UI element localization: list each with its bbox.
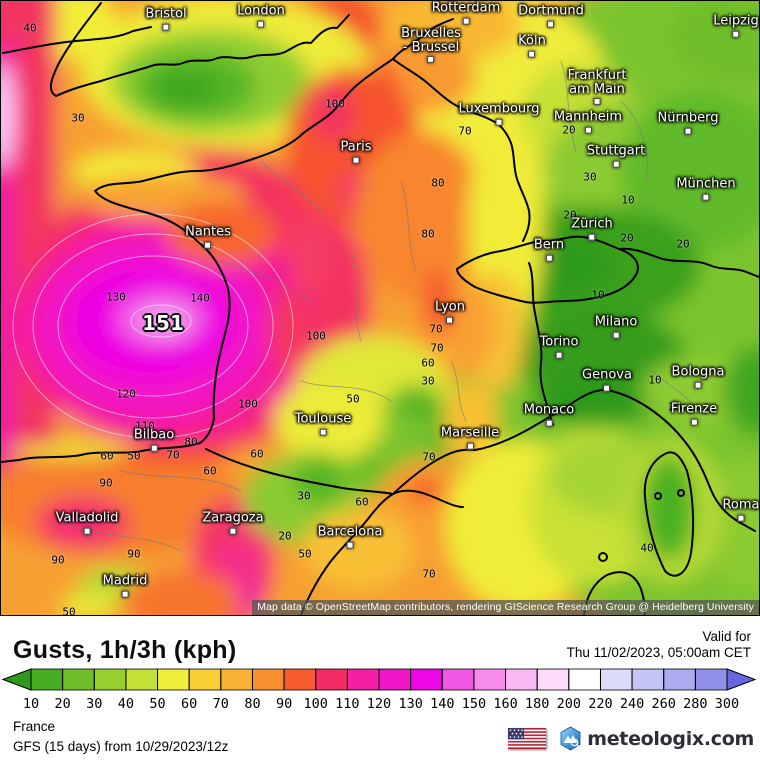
page-title: Gusts, 1h/3h (kph) (13, 636, 237, 664)
legend-tick-label: 260 (652, 696, 676, 712)
model-run-label: GFS (15 days) from 10/29/2023/12z (13, 739, 229, 754)
legend-segment (125, 668, 158, 691)
legend-segment (30, 668, 64, 691)
coastlines-borders (1, 2, 759, 615)
legend-segment (220, 668, 253, 691)
legend-tick-label: 50 (149, 696, 165, 712)
legend-tick-label: 20 (55, 696, 71, 712)
us-flag-icon (508, 728, 547, 749)
legend-tick-label: 160 (493, 696, 517, 712)
valid-for-label: Valid for (702, 629, 751, 644)
legend-segment (505, 668, 538, 691)
legend-tick-label: 110 (335, 696, 359, 712)
legend-segment (568, 668, 601, 691)
legend-tick-label: 60 (181, 696, 197, 712)
legend-arrow-left (1, 668, 32, 691)
legend-arrow-right (726, 668, 757, 691)
legend-segment (252, 668, 285, 691)
legend-segment (62, 668, 95, 691)
legend-segment (378, 668, 412, 691)
legend-segment (93, 668, 127, 691)
legend-tick-label: 10 (23, 696, 39, 712)
meteologix-logo-icon (560, 726, 581, 751)
brand-box[interactable]: meteologix.com (508, 726, 754, 751)
legend-tick-label: 140 (430, 696, 454, 712)
legend-segment (600, 668, 633, 691)
legend-tick-label: 80 (244, 696, 260, 712)
legend-tick-label: 30 (86, 696, 102, 712)
legend-segment (473, 668, 506, 691)
legend-segment (283, 668, 317, 691)
legend-segment (536, 668, 570, 691)
valid-datetime: Thu 11/02/2023, 05:00am CET (566, 645, 751, 660)
legend-tick-label: 150 (462, 696, 486, 712)
legend-segment (631, 668, 665, 691)
legend-segment (441, 668, 475, 691)
legend-segment (694, 668, 728, 691)
legend-tick-label: 70 (213, 696, 229, 712)
valid-time-box: Valid for Thu 11/02/2023, 05:00am CET (567, 629, 751, 661)
legend-tick-label: 220 (588, 696, 612, 712)
legend-tick-label: 120 (367, 696, 391, 712)
info-panel: Gusts, 1h/3h (kph) Valid for Thu 11/02/2… (0, 616, 760, 760)
legend-tick-label: 40 (118, 696, 134, 712)
gust-map: 40 30 100 70 20 80 80 30 10 20 20 20 10 10 20 40 130 140 1… (0, 0, 760, 616)
legend-tick-label: 280 (683, 696, 707, 712)
legend-segment (315, 668, 348, 691)
legend-tick-label: 200 (557, 696, 581, 712)
legend-tick-label: 300 (715, 696, 739, 712)
legend-tick-label: 90 (276, 696, 292, 712)
legend-tick-label: 240 (620, 696, 644, 712)
legend-segment (663, 668, 696, 691)
legend-colorbar: 10 20 30 40 50 60 70 80 90 100 110 120 130 140 150 160 1… (0, 666, 760, 714)
model-info: France GFS (15 days) from 10/29/2023/12z (13, 719, 228, 759)
brand-name: meteologix.com (587, 727, 754, 750)
legend-tick-label: 100 (304, 696, 328, 712)
legend-tick-label: 130 (398, 696, 422, 712)
legend-segment (346, 668, 380, 691)
legend-segment (157, 668, 190, 691)
legend-segment (188, 668, 222, 691)
legend-segment (410, 668, 443, 691)
legend-tick-label: 180 (525, 696, 549, 712)
region-label: France (13, 719, 56, 734)
gust-field (1, 1, 759, 615)
map-attribution: Map data © OpenStreetMap contributors, r… (252, 600, 759, 615)
peak-gust-value: 151 (142, 311, 184, 335)
